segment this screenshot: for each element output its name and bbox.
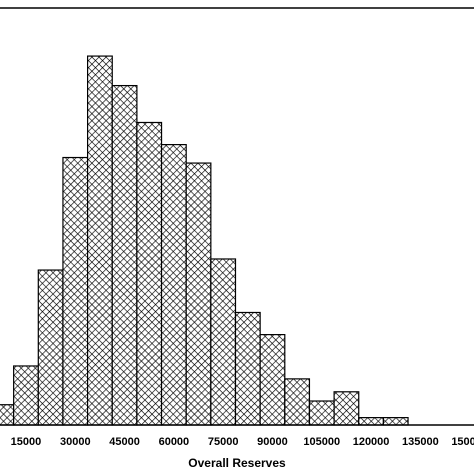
histogram-bar-9 — [210, 258, 237, 426]
histogram-bar-0 — [0, 404, 15, 426]
x-tick-label-90000: 90000 — [257, 436, 288, 448]
x-tick-labels: 15000 30000 45000 60000 75000 90000 105000 1200… — [11, 436, 474, 448]
histogram-bar-1 — [13, 365, 39, 426]
x-tick-label-120000: 120000 — [353, 436, 390, 448]
x-tick-label-105000: 105000 — [303, 436, 340, 448]
x-tick-label-75000: 75000 — [208, 436, 239, 448]
x-tick-label-30000: 30000 — [60, 436, 91, 448]
histogram-bar-14 — [333, 391, 360, 426]
x-tick-label-150000: 150000 — [451, 436, 474, 448]
histogram-bar-7 — [160, 144, 187, 426]
histogram-bar-6 — [136, 121, 163, 426]
histogram-bar-11 — [259, 334, 286, 426]
x-tick-label-60000: 60000 — [159, 436, 190, 448]
histogram-bar-16 — [382, 417, 409, 426]
x-tick-label-15000: 15000 — [11, 436, 42, 448]
bars-group — [0, 55, 409, 426]
histogram-bar-10 — [234, 311, 261, 426]
histogram-bar-13 — [308, 400, 335, 426]
x-axis-title: Overall Reserves — [188, 456, 286, 470]
histogram-bar-15 — [358, 417, 384, 426]
histogram-bar-4 — [86, 55, 113, 426]
histogram-bar-12 — [284, 378, 311, 426]
histogram-bar-3 — [62, 156, 89, 426]
histogram-bar-8 — [185, 162, 212, 426]
histogram-bar-5 — [111, 84, 138, 426]
x-tick-label-135000: 135000 — [402, 436, 439, 448]
histogram-bar-2 — [37, 269, 64, 426]
x-tick-label-45000: 45000 — [109, 436, 140, 448]
